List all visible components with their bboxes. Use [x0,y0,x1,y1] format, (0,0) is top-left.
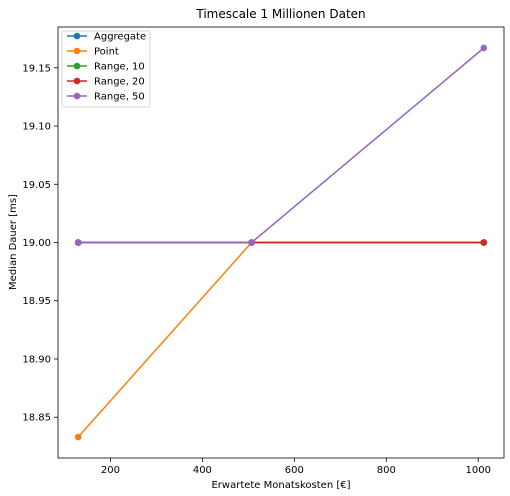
x-tick-label: 600 [285,465,304,476]
data-point-range-50 [248,239,255,246]
legend-box [61,30,151,108]
y-tick-label: 19.10 [22,122,51,133]
data-point-point [74,433,82,441]
y-tick-label: 19.00 [22,238,51,249]
legend-swatch-marker [73,92,81,100]
data-point-range-20 [480,239,488,246]
y-axis-label: Median Dauer [ms] [8,194,19,290]
y-tick-label: 19.15 [22,63,51,74]
legend-entry: Range, 20 [94,77,145,88]
data-point-range-50 [74,239,82,246]
legend-entry: Point [94,47,119,58]
y-tick-label: 18.95 [22,296,51,307]
legend-swatch-marker [73,47,81,55]
x-tick-label: 200 [101,465,120,476]
legend-entry: Range, 10 [94,62,145,73]
x-tick-label: 800 [377,465,396,476]
y-tick-label: 18.85 [22,413,51,424]
plot-area: 200 400 600 800 1000 18.85 18.90 18.95 19.00 19.0… [22,26,505,476]
legend-swatch-marker [73,62,81,70]
y-tick-label: 18.90 [22,354,51,365]
legend-swatch-marker [73,77,81,85]
series-line-point [77,241,484,438]
x-axis-label: Erwartete Monatskosten [€] [211,480,350,491]
x-tick-label: 400 [193,465,212,476]
legend-swatch-marker [73,32,81,40]
chart-title: Timescale 1 Millionen Daten [195,7,365,21]
legend-entry: Range, 50 [94,92,145,103]
legend: Aggregate Point Range, 10 Range, 20 Range, 5… [61,30,151,108]
x-tick-label: 1000 [466,465,491,476]
data-point-range-50 [480,44,488,52]
y-tick-label: 19.05 [22,180,51,191]
legend-entry: Aggregate [94,32,146,43]
